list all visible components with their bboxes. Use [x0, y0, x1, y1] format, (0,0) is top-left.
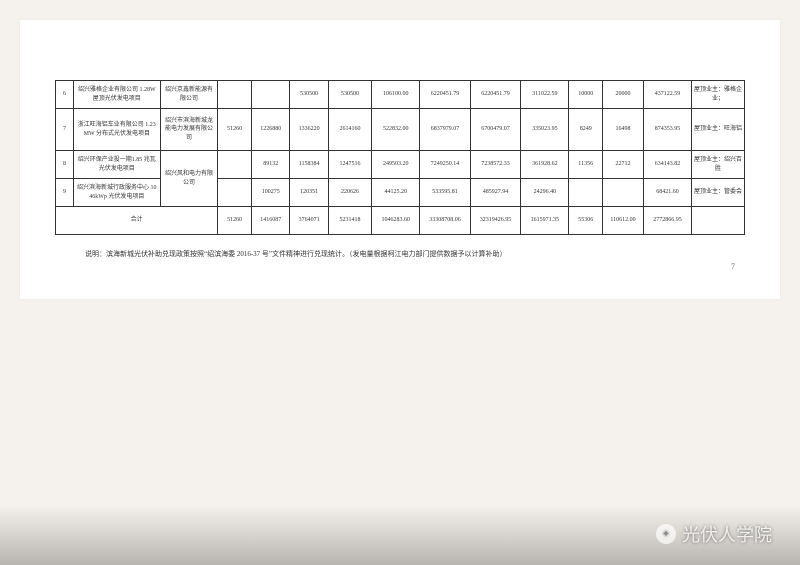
- table-cell: 1226880: [251, 109, 289, 151]
- watermark-text: 光伏人学院: [682, 521, 772, 547]
- table-cell: 106100.00: [372, 81, 420, 109]
- table-cell: 2772866.95: [643, 207, 691, 235]
- table-cell: 335023.95: [521, 109, 569, 151]
- table-cell: 11356: [569, 151, 603, 179]
- table-row: 6绍兴雅格企业有限公司 1.28W 屋顶光伏发电项目绍兴京鑫新能源有限公司 530…: [56, 81, 745, 109]
- table-cell: 634143.82: [643, 151, 691, 179]
- table-cell: 51260: [218, 109, 252, 151]
- table-cell: 110612.00: [603, 207, 644, 235]
- table-cell: 1615971.35: [521, 207, 569, 235]
- table-cell: 5231418: [328, 207, 371, 235]
- table-cell: 1416087: [251, 207, 289, 235]
- table-cell: 1247516: [328, 151, 371, 179]
- table-cell: 24296.40: [521, 179, 569, 207]
- table-cell: 16498: [603, 109, 644, 151]
- table-cell: 屋顶业主：旺海铝: [691, 109, 744, 151]
- table-cell: 6700479.07: [470, 109, 521, 151]
- table-cell: [218, 81, 252, 109]
- table-cell: 120351: [290, 179, 328, 207]
- table-cell: 屋顶业主：绍兴百胜: [691, 151, 744, 179]
- table-cell: 100275: [251, 179, 289, 207]
- table-cell: [569, 179, 603, 207]
- table-cell: 874353.95: [643, 109, 691, 151]
- table-cell: 8: [56, 151, 74, 179]
- table-cell: 绍兴滨海新城行政服务中心 1046kWp 光伏发电项目: [74, 179, 161, 207]
- table-row: 合计512601416087376407152314181046283.6033…: [56, 207, 745, 235]
- table-row: 9绍兴滨海新城行政服务中心 1046kWp 光伏发电项目 100275120351…: [56, 179, 745, 207]
- table-row: 8绍兴环保产业投一期1.85 兆瓦光伏发电项目绍兴风和电力有限公司8913211…: [56, 151, 745, 179]
- table-cell: 533595.81: [420, 179, 471, 207]
- table-cell: 1046283.60: [372, 207, 420, 235]
- table-cell: 530500: [290, 81, 328, 109]
- table-cell: [603, 179, 644, 207]
- table-cell: 7238572.33: [470, 151, 521, 179]
- table-cell: 530500: [328, 81, 371, 109]
- table-cell: 6: [56, 81, 74, 109]
- table-cell: 绍兴市滨海新城龙能电力发展有限公司: [160, 109, 218, 151]
- table-cell: 361928.62: [521, 151, 569, 179]
- table-cell: 89132: [251, 151, 289, 179]
- table-cell: 20000: [603, 81, 644, 109]
- table-cell: 绍兴环保产业投一期1.85 兆瓦光伏发电项目: [74, 151, 161, 179]
- table-cell: 51260: [218, 207, 252, 235]
- table-cell: 7249250.14: [420, 151, 471, 179]
- table-cell: 311022.59: [521, 81, 569, 109]
- table-cell: 1336220: [290, 109, 328, 151]
- table-cell: 220626: [328, 179, 371, 207]
- table-cell: 68421.60: [643, 179, 691, 207]
- table-cell: [691, 207, 744, 235]
- watermark: ✦ 光伏人学院: [656, 521, 772, 547]
- table-cell: [218, 179, 252, 207]
- table-cell: 6837979.07: [420, 109, 471, 151]
- table-cell: 浙江旺海铝车业有限公司 1.23MW 分布式光伏发电项目: [74, 109, 161, 151]
- table-cell: 屋顶业主：管委会: [691, 179, 744, 207]
- table-cell: 249503.20: [372, 151, 420, 179]
- table-cell: [218, 151, 252, 179]
- table-cell: [251, 81, 289, 109]
- table-cell: 485927.94: [470, 179, 521, 207]
- table-cell: 绍兴风和电力有限公司: [160, 151, 218, 207]
- table-cell: 22712: [603, 151, 644, 179]
- table-cell: 55306: [569, 207, 603, 235]
- table-row: 7浙江旺海铝车业有限公司 1.23MW 分布式光伏发电项目绍兴市滨海新城龙能电力…: [56, 109, 745, 151]
- page-number: 7: [731, 262, 735, 271]
- table-cell: 6220451.79: [470, 81, 521, 109]
- table-cell: 33308708.06: [420, 207, 471, 235]
- data-table: 6绍兴雅格企业有限公司 1.28W 屋顶光伏发电项目绍兴京鑫新能源有限公司 530…: [55, 80, 745, 235]
- footnote: 说明：滨海新城光伏补助兑现政策按照“绍滨海委 2016-37 号”文件精神进行兑…: [55, 249, 745, 259]
- table-cell: 1158384: [290, 151, 328, 179]
- wechat-icon: ✦: [656, 524, 676, 544]
- table-cell: 44125.20: [372, 179, 420, 207]
- document-sheet: 6绍兴雅格企业有限公司 1.28W 屋顶光伏发电项目绍兴京鑫新能源有限公司 530…: [20, 20, 780, 299]
- table-cell: 合计: [56, 207, 218, 235]
- table-cell: 437122.59: [643, 81, 691, 109]
- table-cell: 绍兴京鑫新能源有限公司: [160, 81, 218, 109]
- table-cell: 32319426.95: [470, 207, 521, 235]
- table-cell: 3764071: [290, 207, 328, 235]
- table-cell: 522832.00: [372, 109, 420, 151]
- table-cell: 7: [56, 109, 74, 151]
- table-cell: 绍兴雅格企业有限公司 1.28W 屋顶光伏发电项目: [74, 81, 161, 109]
- table-cell: 屋顶业主：雅格企业；: [691, 81, 744, 109]
- table-cell: 10000: [569, 81, 603, 109]
- table-cell: 6220451.79: [420, 81, 471, 109]
- table-cell: 9: [56, 179, 74, 207]
- table-cell: 8249: [569, 109, 603, 151]
- table-cell: 2614160: [328, 109, 371, 151]
